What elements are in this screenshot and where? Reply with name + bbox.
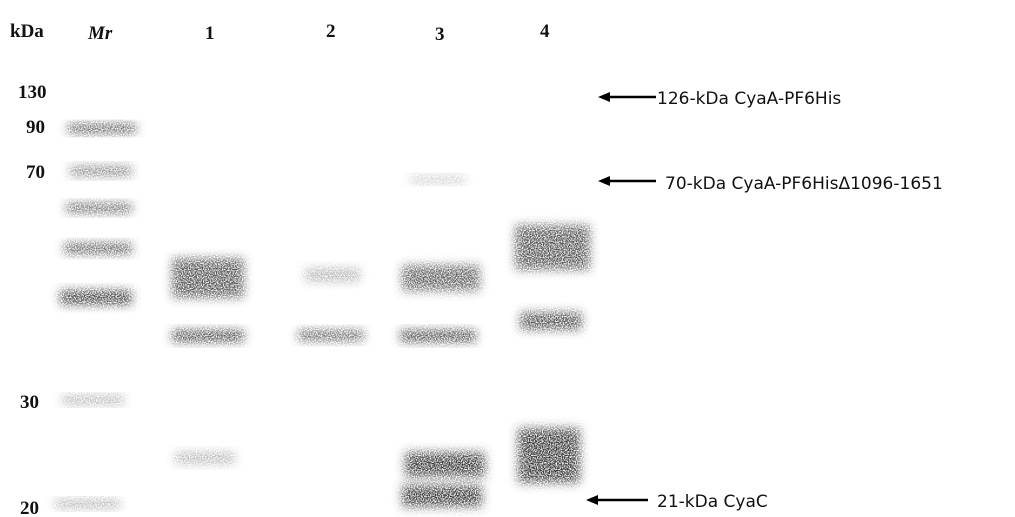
band bbox=[518, 428, 580, 483]
lane-label: 3 bbox=[435, 24, 445, 45]
band bbox=[400, 330, 476, 342]
band bbox=[70, 166, 132, 176]
arrowhead bbox=[598, 92, 610, 102]
band bbox=[55, 500, 120, 508]
band bbox=[402, 485, 482, 507]
units-label: kDa bbox=[10, 21, 44, 42]
gel-figure: kDa Mr 1 2 3 4 130 90 70 30 20 126-kDa C… bbox=[0, 0, 1015, 517]
band bbox=[405, 452, 485, 477]
marker-size: 70 bbox=[26, 162, 45, 183]
arrowhead bbox=[586, 495, 598, 505]
marker-lane-label: Mr bbox=[87, 23, 113, 44]
band bbox=[402, 265, 480, 291]
band bbox=[410, 176, 465, 183]
band bbox=[305, 268, 360, 282]
lane-label: 1 bbox=[205, 23, 215, 44]
band bbox=[172, 330, 244, 342]
band bbox=[175, 452, 235, 464]
band bbox=[520, 312, 582, 330]
band bbox=[64, 243, 132, 254]
marker-size: 130 bbox=[18, 82, 47, 103]
band bbox=[515, 225, 590, 270]
band bbox=[60, 290, 132, 305]
annotation: 70-kDa CyaA-PF6HisΔ1096-1651 bbox=[665, 174, 943, 194]
band bbox=[172, 258, 244, 298]
marker-size: 20 bbox=[20, 498, 39, 517]
arrowhead bbox=[598, 176, 610, 186]
gel-bands bbox=[55, 124, 590, 508]
marker-size: 30 bbox=[20, 392, 39, 413]
band bbox=[66, 203, 132, 213]
annotation: 21-kDa CyaC bbox=[657, 492, 768, 512]
annotation: 126-kDa CyaA-PF6His bbox=[657, 89, 841, 109]
lane-label: 4 bbox=[540, 21, 550, 42]
band bbox=[62, 396, 124, 404]
lane-label: 2 bbox=[326, 21, 336, 42]
marker-size: 90 bbox=[26, 117, 45, 138]
band bbox=[298, 330, 364, 341]
band bbox=[68, 124, 136, 133]
